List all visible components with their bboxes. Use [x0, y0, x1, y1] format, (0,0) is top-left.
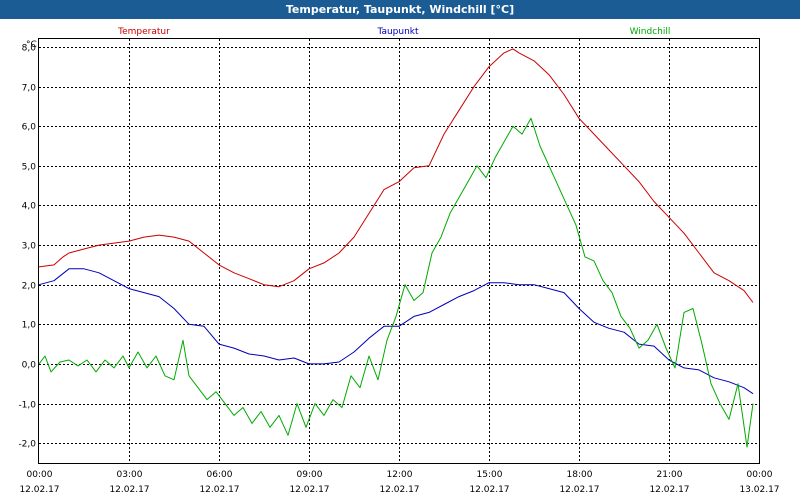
x-tick-date-label: 12.02.17 — [199, 485, 239, 495]
line-chart: °C 8,0 7,0 6,0 5,0 4,0 3,0 2,0 1,0 0,0 -1,0 -2,0 0… — [18, 27, 779, 495]
x-tick-date-label: 12.02.17 — [19, 485, 59, 495]
grid-layer — [39, 39, 759, 463]
y-tick-label: -1,0 — [18, 401, 36, 411]
y-tick-labels: 8,0 7,0 6,0 5,0 4,0 3,0 2,0 1,0 0,0 -1,0 -2,0 — [18, 44, 36, 450]
x-tick-date-label: 13.02.17 — [739, 485, 779, 495]
y-unit-label: °C — [26, 40, 37, 50]
x-tick-date-label: 12.02.17 — [109, 485, 149, 495]
x-tick-labels: 00:00 12.02.17 03:00 12.02.17 06:00 12.02.17 0… — [19, 470, 779, 495]
x-tick-time-label: 15:00 — [477, 470, 503, 480]
x-tick-time-label: 00:00 — [27, 470, 53, 480]
x-tick-date-label: 12.02.17 — [649, 485, 689, 495]
y-tick-label: 6,0 — [22, 123, 37, 133]
y-tick-label: 2,0 — [22, 282, 37, 292]
y-tick-label: 7,0 — [22, 84, 37, 94]
legend-temperatur: Temperatur — [117, 27, 170, 37]
y-tick-label: 0,0 — [22, 361, 37, 371]
y-tick-label: 5,0 — [22, 163, 37, 173]
legend-taupunkt: Taupunkt — [376, 27, 419, 37]
x-tick-time-label: 12:00 — [387, 470, 413, 480]
y-tick-label: 8,0 — [22, 44, 37, 54]
x-tick-time-label: 00:00 — [747, 470, 773, 480]
y-tick-label: -2,0 — [18, 440, 36, 450]
series-line-temperatur — [38, 48, 754, 303]
x-tick-time-label: 03:00 — [117, 470, 143, 480]
x-tick-time-label: 21:00 — [657, 470, 683, 480]
y-tick-label: 4,0 — [22, 202, 37, 212]
x-tick-time-label: 09:00 — [297, 470, 323, 480]
x-tick-date-label: 12.02.17 — [469, 485, 509, 495]
x-tick-date-label: 12.02.17 — [379, 485, 419, 495]
x-tick-time-label: 18:00 — [567, 470, 593, 480]
series-layer — [38, 48, 754, 448]
x-tick-date-label: 12.02.17 — [289, 485, 329, 495]
x-tick-time-label: 06:00 — [207, 470, 233, 480]
x-tick-date-label: 12.02.17 — [559, 485, 599, 495]
window-title: Temperatur, Taupunkt, Windchill [°C] — [0, 0, 800, 19]
legend-windchill: Windchill — [630, 27, 671, 37]
y-tick-label: 3,0 — [22, 242, 37, 252]
series-line-windchill — [38, 117, 754, 448]
legend: Temperatur Taupunkt Windchill — [117, 27, 670, 37]
y-tick-label: 1,0 — [22, 321, 37, 331]
plot-frame — [38, 38, 760, 464]
series-line-taupunkt — [38, 268, 754, 395]
